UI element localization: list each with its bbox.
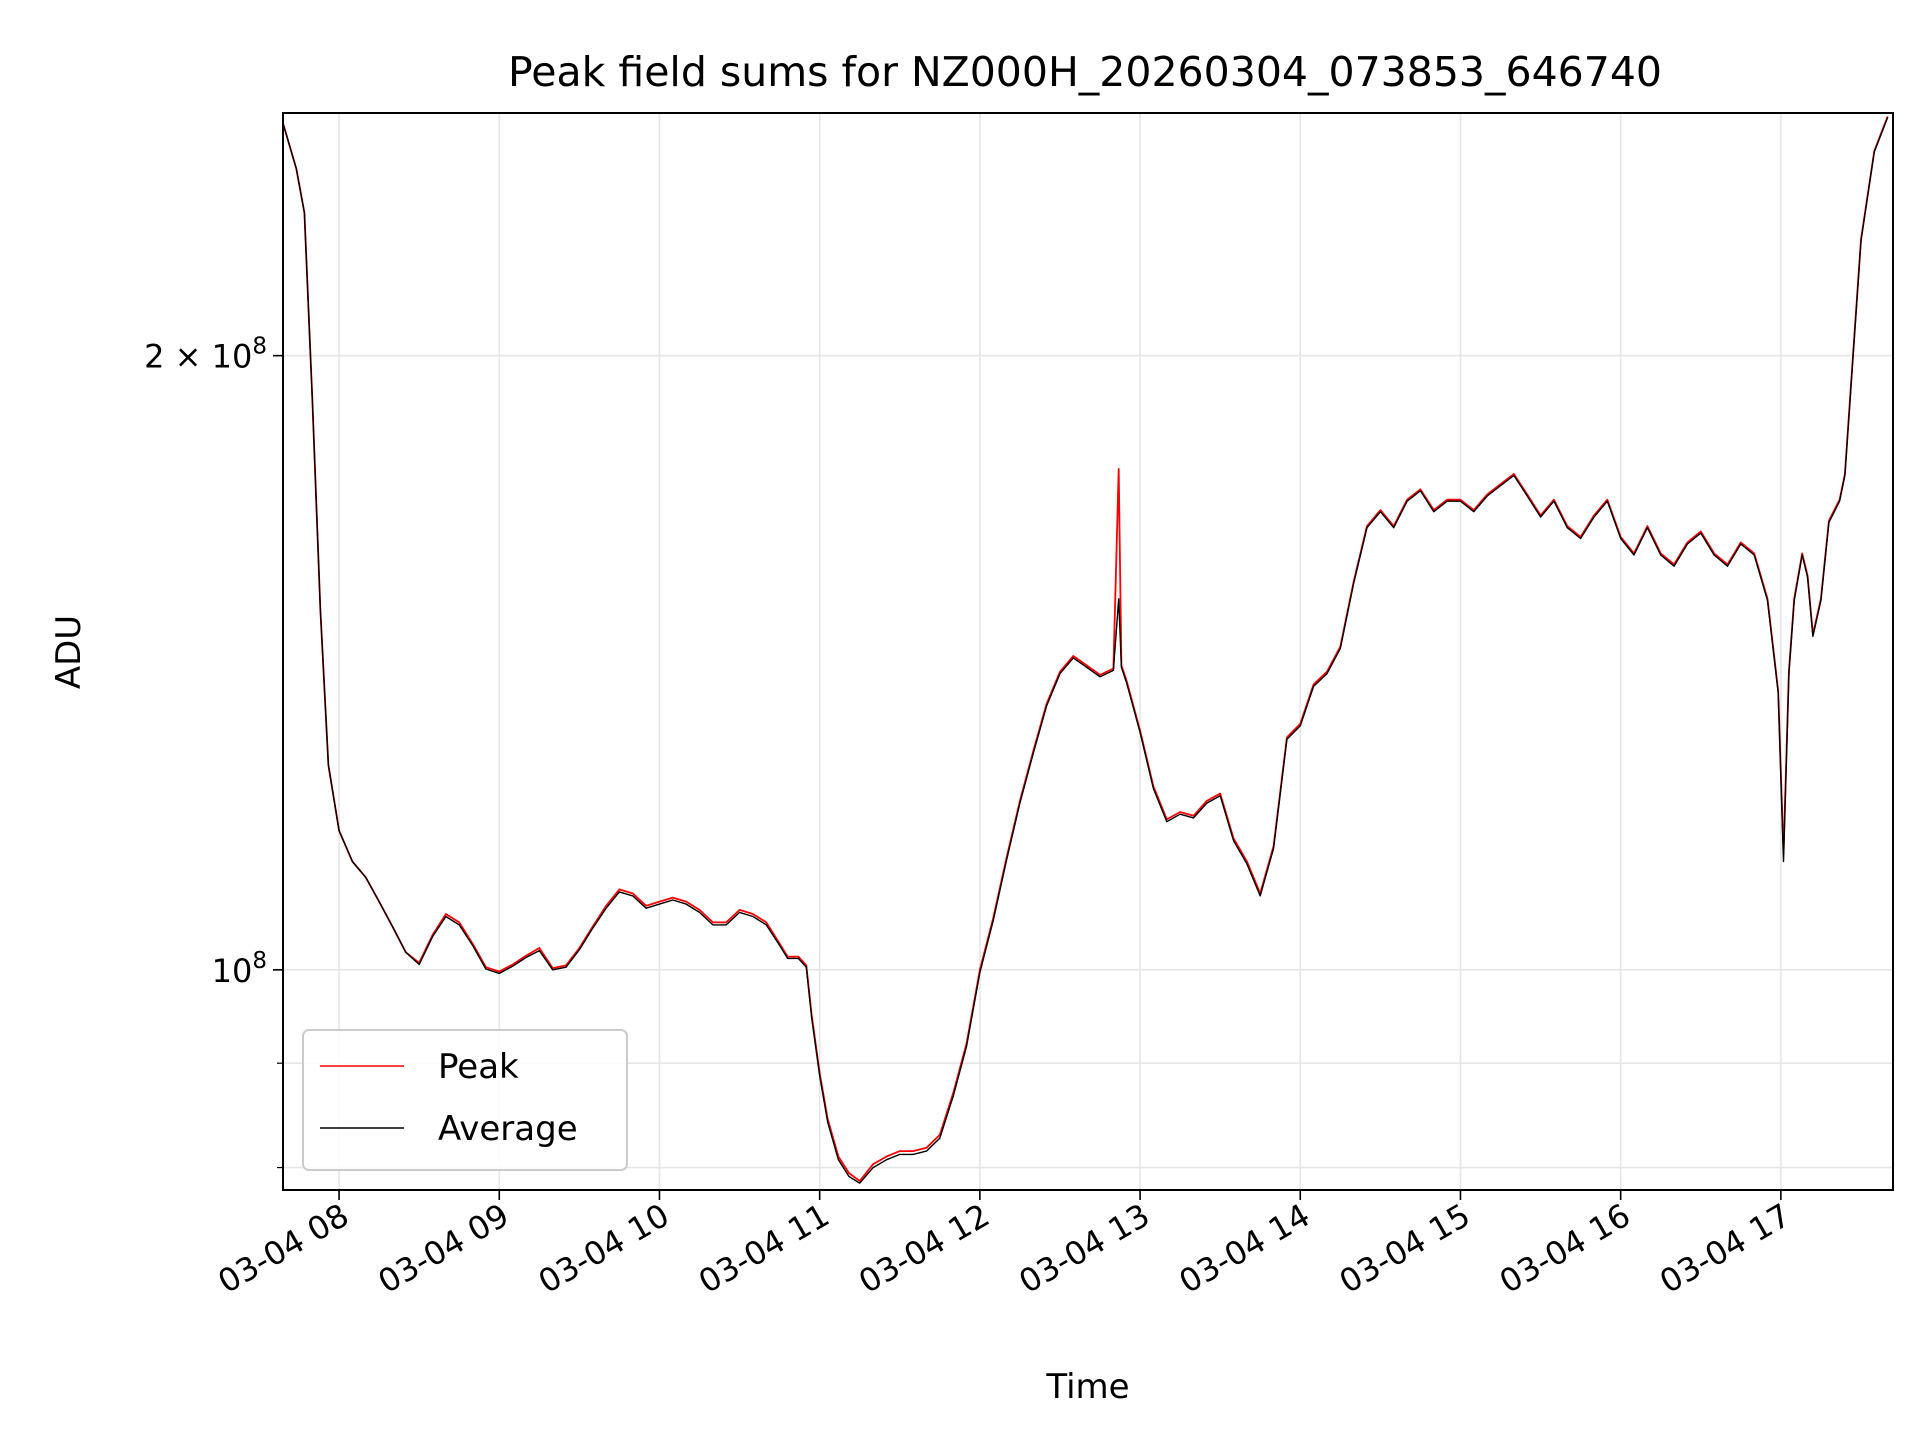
legend-label-peak: Peak [438,1047,519,1087]
legend-label-average: Average [438,1109,578,1149]
x-tick-label: 03-04 13 [1012,1196,1156,1301]
x-tick-label: 03-04 16 [1493,1196,1637,1301]
x-tick-label: 03-04 14 [1173,1196,1317,1301]
series-line-peak [282,116,1889,1182]
x-tick-label: 03-04 17 [1653,1196,1797,1301]
x-tick-label: 03-04 10 [532,1196,676,1301]
legend-box [302,1029,628,1171]
x-tick-label: 03-04 12 [852,1196,996,1301]
x-tick-label: 03-04 09 [372,1196,516,1301]
series-layer [282,116,1889,1184]
y-axis: 108 2 × 108 [144,334,283,1169]
plot-frame [282,112,1894,1191]
series-line-average [282,117,1889,1184]
grid-layer [283,113,1893,1190]
y-axis-label: ADU [49,615,89,689]
x-axis: 03-04 08 03-04 09 03-04 10 03-04 11 03-04 12… [211,1190,1797,1301]
x-tick-label: 03-04 08 [211,1196,355,1301]
y-tick-label: 2 × 108 [144,334,267,376]
chart-title: Peak field sums for NZ000H_20260304_0738… [508,48,1662,96]
x-tick-label: 03-04 15 [1333,1196,1477,1301]
legend: Peak Average [302,1029,628,1171]
x-axis-label: Time [1045,1367,1129,1407]
x-tick-label: 03-04 11 [692,1196,836,1301]
y-tick-label: 108 [212,948,267,990]
